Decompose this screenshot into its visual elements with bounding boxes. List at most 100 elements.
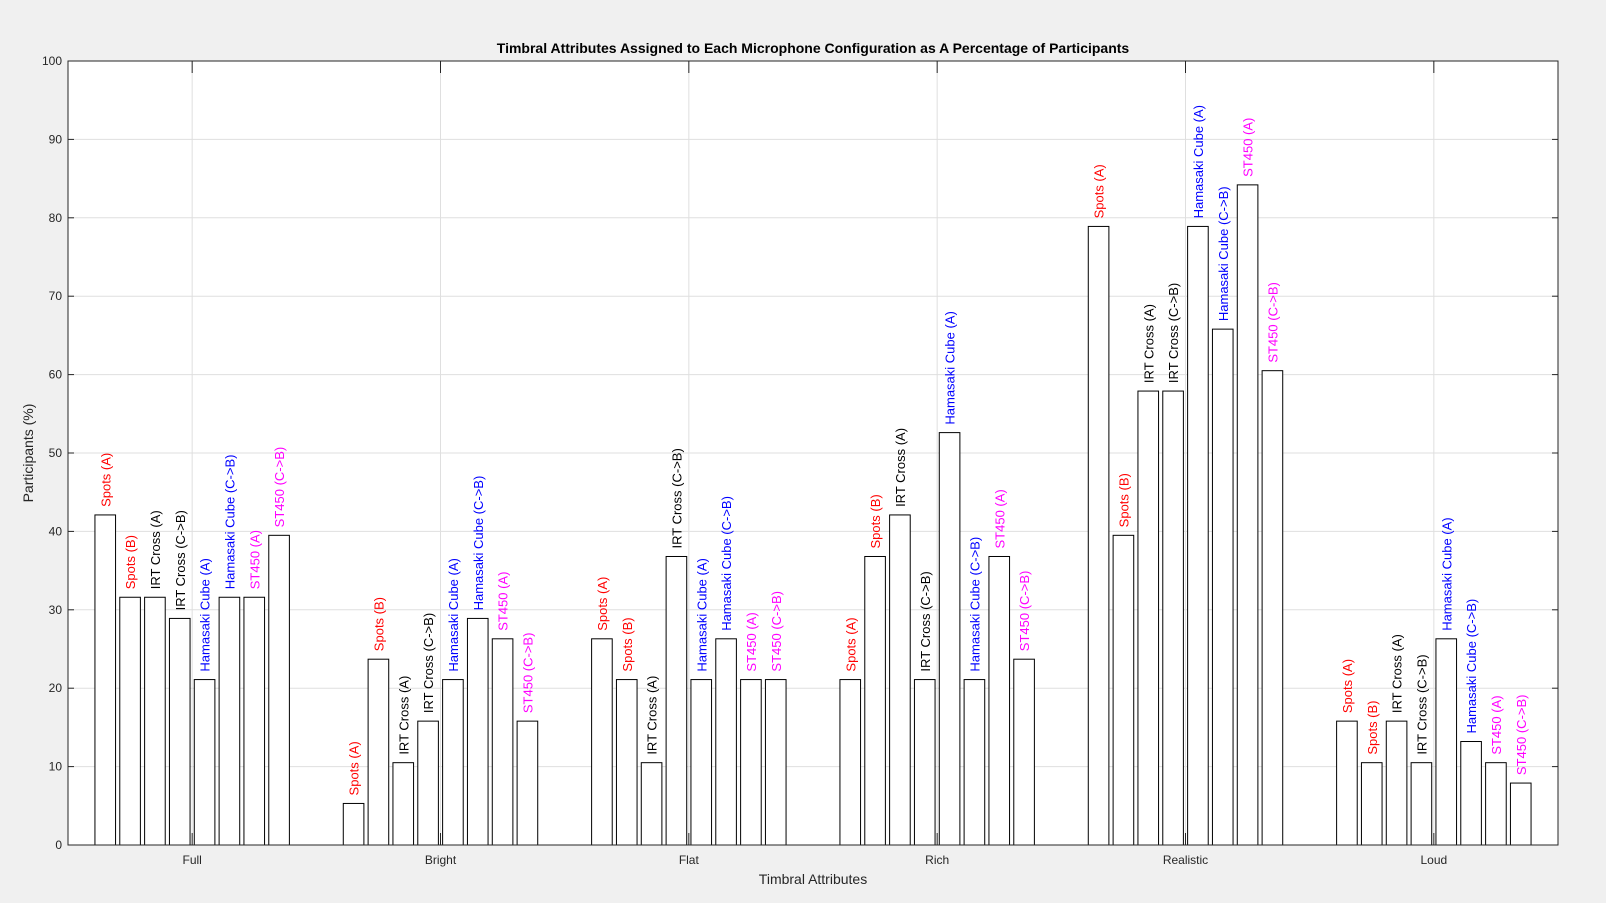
bar	[715, 638, 737, 846]
bar-label: Hamasaki Cube (C->B)	[471, 476, 486, 611]
x-tick-label: Rich	[925, 853, 949, 867]
bar	[243, 596, 266, 846]
bar-label: ST450 (A)	[744, 612, 759, 671]
bar	[1385, 720, 1408, 846]
bar	[913, 679, 936, 846]
bar-label: IRT Cross (A)	[1141, 304, 1156, 383]
bar-label: ST450 (C->B)	[272, 447, 287, 528]
bar	[1509, 782, 1532, 846]
y-tick-label: 70	[49, 289, 63, 303]
chart-title: Timbral Attributes Assigned to Each Micr…	[497, 40, 1130, 56]
bar-label: IRT Cross (C->B)	[173, 510, 188, 610]
bar	[516, 720, 539, 846]
bar	[1485, 762, 1507, 846]
bar-label: Spots (A)	[98, 453, 113, 507]
x-tick-label: Loud	[1420, 853, 1447, 867]
bar	[1360, 762, 1383, 846]
bar	[839, 679, 862, 846]
y-tick-label: 10	[49, 760, 63, 774]
bar-label: IRT Cross (A)	[148, 510, 163, 589]
bar	[740, 679, 762, 846]
bar	[690, 679, 713, 846]
bar-label: Spots (A)	[843, 617, 858, 671]
y-tick-label: 60	[49, 368, 63, 382]
bar-label: ST450 (C->B)	[1265, 282, 1280, 363]
bar-label: Hamasaki Cube (C->B)	[967, 537, 982, 672]
x-tick-label: Realistic	[1163, 853, 1208, 867]
bar-label: Hamasaki Cube (C->B)	[222, 455, 237, 590]
bar-label: ST450 (C->B)	[769, 591, 784, 672]
bar	[1211, 328, 1234, 846]
bar	[1013, 658, 1035, 846]
bar	[1435, 638, 1458, 846]
bar	[466, 617, 489, 846]
bar-label: IRT Cross (A)	[396, 676, 411, 755]
bar-labels: Spots (A) Spots (B) IRT Cross (A) IRT Cross…	[98, 105, 1529, 795]
bar-label: ST450 (C->B)	[1514, 695, 1529, 776]
bar	[665, 555, 688, 846]
bar	[442, 679, 464, 846]
bar-label: Hamasaki Cube (A)	[943, 311, 958, 424]
bar	[1087, 225, 1110, 846]
axis-ticks: 0 10 20 30 40 50 60 70 80 90 100 Full Bright Flat Rich…	[42, 54, 1558, 867]
bar-label: Spots (B)	[620, 617, 635, 671]
y-tick-label: 40	[49, 524, 63, 538]
bar	[889, 514, 911, 846]
bar	[417, 720, 439, 846]
bar	[94, 514, 117, 846]
bar	[119, 596, 141, 846]
bar-label: Hamasaki Cube (C->B)	[1464, 599, 1479, 734]
bar-label: ST450 (C->B)	[520, 633, 535, 714]
bar	[1187, 225, 1209, 846]
bar-label: Spots (B)	[868, 494, 883, 548]
y-axis-label: Participants (%)	[20, 404, 36, 503]
bar	[640, 762, 663, 846]
bar	[764, 679, 787, 846]
bar-label: IRT Cross (A)	[893, 428, 908, 507]
bar-label: Spots (A)	[595, 577, 610, 631]
bar-label: IRT Cross (C->B)	[421, 613, 436, 713]
bar	[491, 638, 514, 846]
bar	[1261, 370, 1284, 846]
bar	[1336, 720, 1358, 846]
bar-label: Spots (B)	[1365, 700, 1380, 754]
bar-label: Spots (B)	[371, 597, 386, 651]
bar-label: IRT Cross (C->B)	[669, 448, 684, 548]
bar-label: Spots (A)	[1340, 659, 1355, 713]
bar	[144, 596, 166, 846]
bar-label: Spots (B)	[1116, 473, 1131, 527]
bar-label: ST450 (A)	[496, 572, 511, 631]
bar	[591, 638, 613, 846]
bar-label: Spots (B)	[123, 535, 138, 589]
bar-label: IRT Cross (A)	[645, 676, 660, 755]
y-tick-label: 20	[49, 681, 63, 695]
y-tick-label: 50	[49, 446, 63, 460]
bar	[938, 432, 961, 846]
bar	[392, 762, 415, 846]
bar	[1112, 534, 1135, 846]
bar-label: Hamasaki Cube (A)	[1191, 105, 1206, 218]
bar-label: IRT Cross (C->B)	[1414, 654, 1429, 754]
bar-label: Spots (A)	[1092, 164, 1107, 218]
bar-label: Spots (A)	[347, 741, 362, 795]
x-tick-label: Full	[182, 853, 201, 867]
x-tick-label: Bright	[425, 853, 457, 867]
bar-label: Hamasaki Cube (A)	[1439, 517, 1454, 630]
bar	[864, 555, 886, 846]
bar-label: ST450 (A)	[247, 530, 262, 589]
bar-label: IRT Cross (C->B)	[918, 571, 933, 671]
y-tick-label: 90	[49, 132, 63, 146]
bar-label: Hamasaki Cube (C->B)	[1216, 186, 1231, 321]
bar	[193, 679, 216, 846]
bar-label: IRT Cross (A)	[1390, 634, 1405, 713]
bar	[1137, 390, 1160, 846]
bar-label: Hamasaki Cube (A)	[694, 558, 709, 671]
bar	[218, 596, 241, 846]
bar	[1410, 762, 1433, 846]
y-tick-label: 80	[49, 211, 63, 225]
bar-label: IRT Cross (C->B)	[1166, 283, 1181, 383]
bar-label: Hamasaki Cube (A)	[446, 558, 461, 671]
bar-label: ST450 (A)	[992, 489, 1007, 548]
bar	[268, 534, 290, 846]
bar	[342, 802, 365, 846]
